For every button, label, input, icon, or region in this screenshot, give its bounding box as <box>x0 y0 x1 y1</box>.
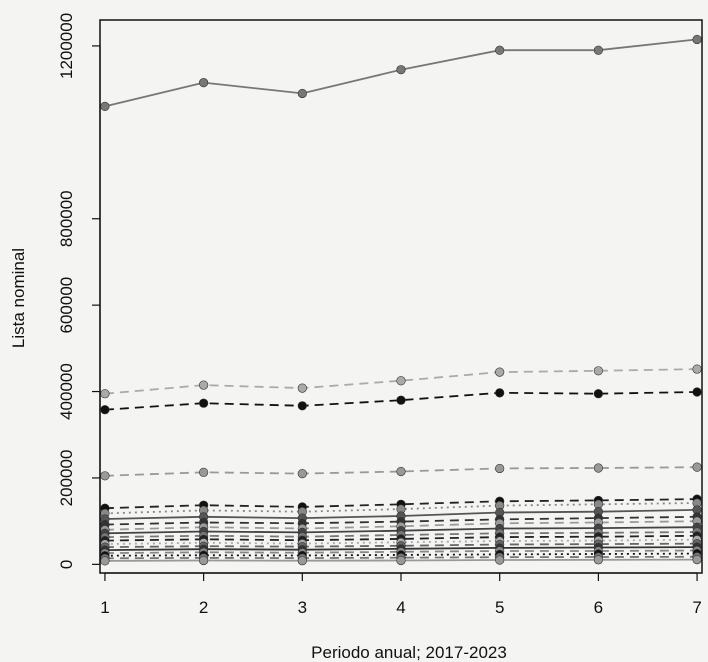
series-layer <box>100 34 702 566</box>
x-tick-label: 5 <box>495 598 504 617</box>
data-point <box>692 462 702 472</box>
series-1 <box>100 34 702 112</box>
series-19 <box>100 555 702 566</box>
x-axis: 1 2 3 4 5 6 7 <box>100 572 702 617</box>
data-point <box>396 555 406 566</box>
data-point <box>297 401 307 411</box>
data-point <box>199 467 209 477</box>
data-point <box>297 88 307 99</box>
x-tick-label: 2 <box>199 598 208 617</box>
y-tick-label: 0 <box>57 560 76 569</box>
data-point <box>495 555 505 565</box>
data-point <box>199 398 209 408</box>
data-point <box>100 556 110 566</box>
data-point <box>199 78 209 88</box>
data-point <box>100 405 110 415</box>
x-axis-title: Periodo anual; 2017-2023 <box>311 643 507 662</box>
series-3 <box>100 387 702 415</box>
data-point <box>692 555 702 565</box>
data-point <box>100 471 110 481</box>
data-point <box>692 364 702 374</box>
data-point <box>495 45 505 55</box>
x-tick-label: 6 <box>594 598 603 617</box>
data-point <box>396 395 406 405</box>
data-point <box>297 469 307 479</box>
y-axis: 0 200000 400000 600000 800000 1200000 <box>57 13 101 569</box>
data-point <box>396 466 406 477</box>
x-tick-label: 7 <box>692 598 701 617</box>
data-point <box>593 45 603 55</box>
y-tick-label: 800000 <box>57 190 76 247</box>
data-point <box>495 388 505 398</box>
plot-frame <box>99 19 703 574</box>
data-point <box>100 389 110 399</box>
data-point <box>495 367 505 377</box>
data-point <box>692 34 702 45</box>
data-point <box>199 380 209 390</box>
x-tick-label: 3 <box>298 598 307 617</box>
x-tick-label: 4 <box>396 598 405 617</box>
x-tick-label: 1 <box>100 598 109 617</box>
data-point <box>396 376 406 386</box>
data-point <box>593 555 603 565</box>
data-point <box>593 463 603 473</box>
series-4 <box>100 462 702 481</box>
series-2 <box>100 364 702 399</box>
data-point <box>692 387 702 397</box>
data-point <box>593 389 603 399</box>
y-tick-label: 1200000 <box>57 13 76 79</box>
data-point <box>199 555 209 566</box>
y-tick-label: 200000 <box>57 450 76 507</box>
data-point <box>100 101 110 112</box>
y-tick-label: 600000 <box>57 277 76 334</box>
data-point <box>495 463 505 474</box>
y-tick-label: 400000 <box>57 363 76 420</box>
y-axis-title: Lista nominal <box>9 248 28 348</box>
data-point <box>297 383 307 393</box>
data-point <box>297 556 307 566</box>
data-point <box>593 366 603 376</box>
data-point <box>396 65 406 75</box>
